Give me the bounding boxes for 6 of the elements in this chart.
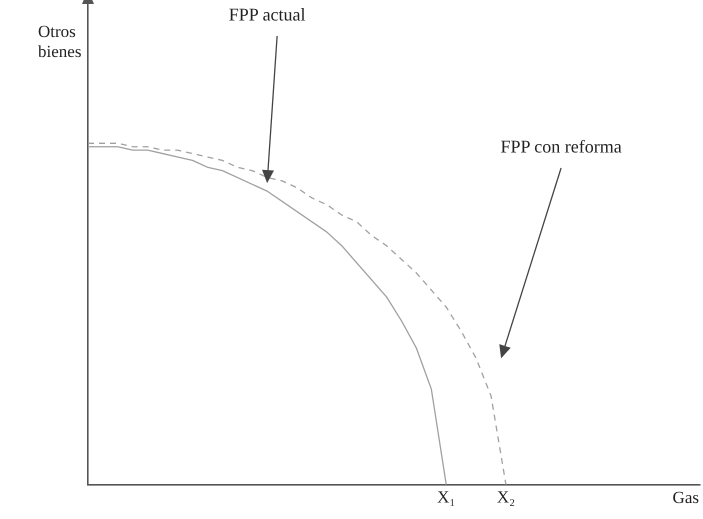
x-axis-title: Gas xyxy=(672,488,699,508)
x-tick-label: X₂ xyxy=(496,487,516,506)
y-axis-title: Otros bienes xyxy=(38,22,82,62)
text: FPP actual xyxy=(228,4,306,25)
x-tick-label: X₁ xyxy=(437,487,456,506)
annotation: FPP con reforma xyxy=(500,136,622,157)
